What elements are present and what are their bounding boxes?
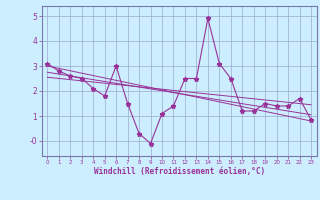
- X-axis label: Windchill (Refroidissement éolien,°C): Windchill (Refroidissement éolien,°C): [94, 167, 265, 176]
